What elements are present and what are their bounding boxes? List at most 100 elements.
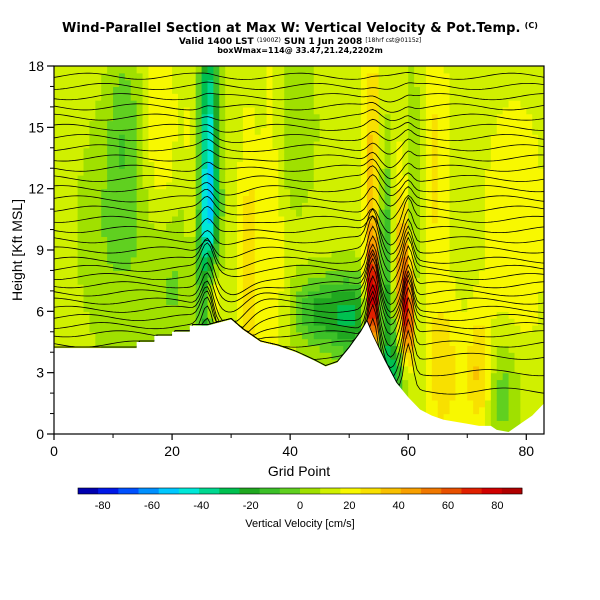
- field-cell: [272, 168, 279, 176]
- field-cell: [349, 236, 356, 244]
- field-cell: [467, 277, 474, 285]
- field-cell: [479, 134, 486, 142]
- field-cell: [237, 134, 244, 142]
- field-cell: [107, 154, 114, 162]
- field-cell: [526, 134, 533, 142]
- field-cell: [296, 331, 303, 340]
- field-cell: [331, 345, 338, 353]
- field-cell: [242, 154, 250, 162]
- field-cell: [366, 284, 374, 292]
- field-cell: [54, 106, 61, 115]
- field-cell: [532, 277, 539, 285]
- field-cell: [219, 188, 226, 197]
- field-cell: [95, 236, 102, 244]
- field-cell: [237, 215, 244, 224]
- field-cell: [154, 318, 161, 326]
- field-cell: [319, 202, 327, 210]
- field-cell: [313, 106, 321, 115]
- field-cell: [449, 140, 457, 149]
- field-cell: [130, 243, 138, 251]
- field-cell: [343, 297, 350, 306]
- field-cell: [248, 277, 256, 285]
- field-cell: [520, 263, 527, 272]
- field-cell: [71, 263, 79, 272]
- field-cell: [307, 66, 315, 74]
- field-cell: [260, 311, 268, 319]
- field-cell: [154, 175, 161, 183]
- field-cell: [402, 331, 409, 340]
- field-cell: [59, 263, 67, 272]
- field-cell: [113, 311, 120, 319]
- field-cell: [166, 263, 173, 272]
- field-cell: [290, 318, 297, 326]
- field-cell: [437, 311, 445, 319]
- field-cell: [231, 134, 238, 142]
- field-cell: [113, 181, 120, 190]
- field-cell: [467, 161, 474, 169]
- field-cell: [431, 345, 439, 353]
- field-cell: [219, 290, 226, 299]
- field-cell: [514, 168, 521, 176]
- field-cell: [301, 120, 309, 128]
- field-cell: [237, 202, 244, 210]
- field-cell: [414, 284, 421, 292]
- field-cell: [296, 209, 303, 217]
- field-cell: [378, 147, 386, 156]
- field-cell: [514, 175, 521, 183]
- field-cell: [290, 270, 297, 278]
- field-cell: [113, 120, 120, 128]
- field-cell: [461, 399, 468, 408]
- field-cell: [201, 168, 209, 176]
- field-cell: [366, 100, 374, 108]
- field-cell: [538, 304, 544, 312]
- field-cell: [278, 256, 285, 265]
- field-cell: [319, 256, 327, 265]
- field-cell: [384, 215, 392, 224]
- field-cell: [532, 66, 539, 74]
- field-cell: [242, 181, 250, 190]
- field-cell: [113, 79, 120, 88]
- field-cell: [242, 270, 250, 278]
- field-cell: [71, 202, 79, 210]
- field-cell: [325, 209, 333, 217]
- field-cell: [118, 106, 126, 115]
- field-cell: [136, 140, 144, 149]
- field-cell: [130, 256, 138, 265]
- field-cell: [89, 175, 96, 183]
- field-cell: [65, 86, 73, 94]
- field-cell: [349, 66, 356, 74]
- field-cell: [490, 222, 498, 231]
- field-cell: [213, 311, 220, 319]
- field-cell: [360, 154, 368, 162]
- field-cell: [59, 290, 67, 299]
- field-cell: [118, 72, 126, 81]
- field-cell: [372, 72, 380, 81]
- field-cell: [172, 215, 179, 224]
- field-cell: [95, 215, 102, 224]
- field-cell: [355, 127, 362, 135]
- field-cell: [490, 168, 498, 176]
- theta-isentrope: [54, 215, 544, 263]
- field-cell: [461, 256, 468, 265]
- field-cell: [508, 324, 516, 333]
- field-cell: [473, 229, 480, 237]
- field-cell: [296, 66, 303, 74]
- field-cell: [101, 120, 108, 128]
- field-cell: [237, 106, 244, 115]
- field-cell: [437, 304, 445, 312]
- field-cell: [189, 175, 197, 183]
- field-cell: [83, 161, 91, 169]
- colorbar-swatch: [158, 488, 180, 494]
- field-cell: [337, 106, 344, 115]
- field-cell: [437, 134, 445, 142]
- field-cell: [54, 188, 61, 197]
- field-cell: [437, 359, 445, 367]
- field-cell: [325, 297, 333, 306]
- field-cell: [183, 270, 191, 278]
- field-cell: [89, 161, 96, 169]
- field-cell: [431, 263, 439, 272]
- field-cell: [189, 106, 197, 115]
- field-cell: [313, 209, 321, 217]
- field-cell: [402, 243, 409, 251]
- field-cell: [101, 113, 108, 122]
